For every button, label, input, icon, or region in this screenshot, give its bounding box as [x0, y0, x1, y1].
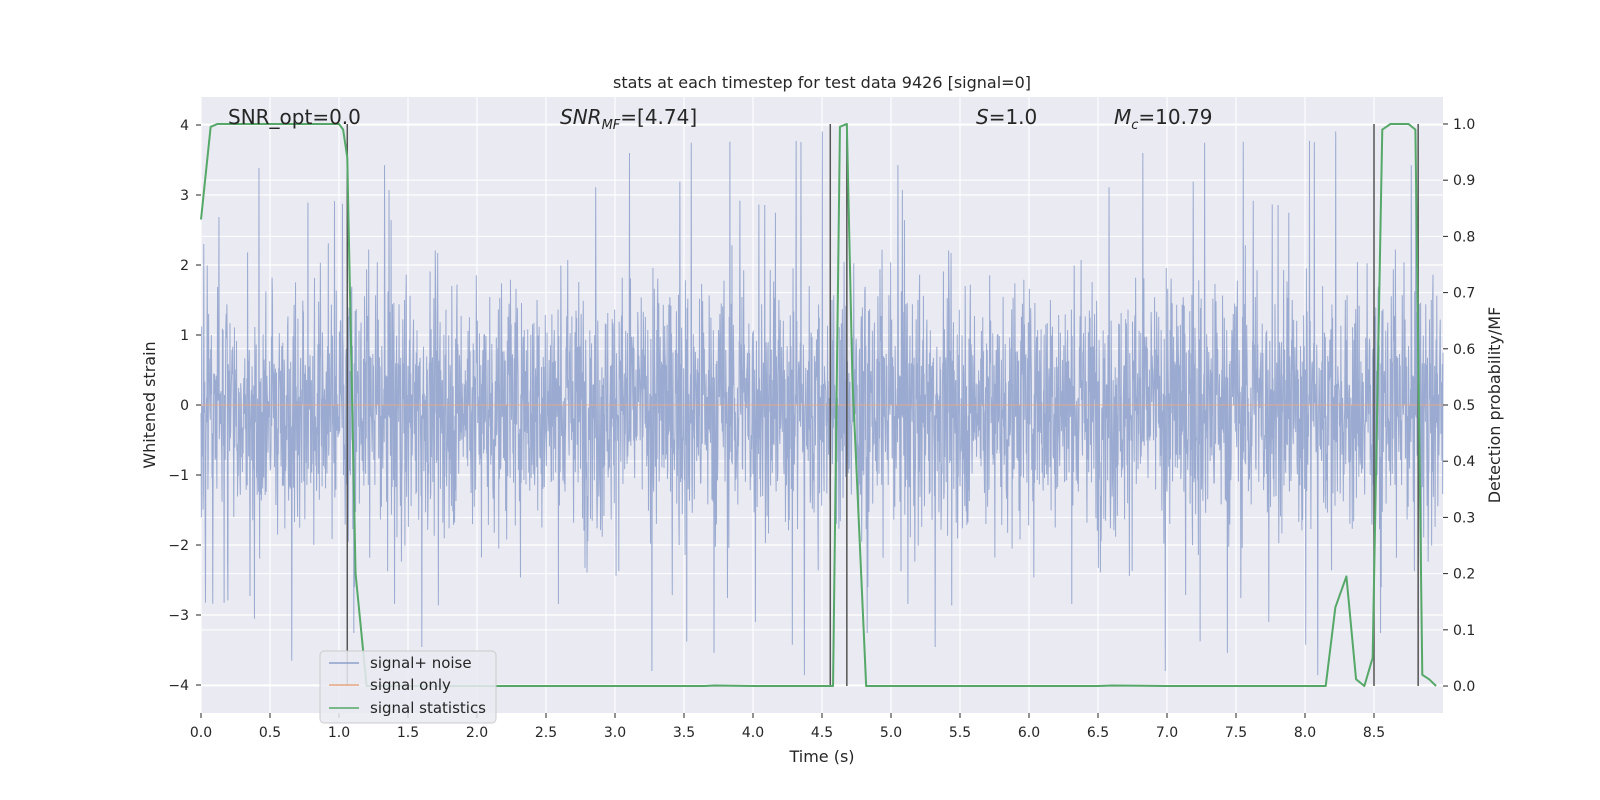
series-signal-statistics — [200, 122, 1437, 688]
y2-tick-label: 0.9 — [1453, 173, 1475, 189]
y-tick-label: −3 — [168, 608, 189, 624]
legend-box — [319, 650, 497, 724]
axes: 0.0 0.5 1.0 1.5 2.0 2.5 3.0 3.5 4.0 4.5 5.0 5.5 6.0 6… — [168, 117, 1475, 741]
y-axis-label: Whitened strain — [140, 341, 159, 468]
y-tick-label: −1 — [168, 468, 189, 484]
x-tick-label: 6.5 — [1087, 725, 1109, 741]
x-tick-label: 4.0 — [742, 725, 764, 741]
y2-tick-label: 0.5 — [1453, 398, 1475, 414]
y-tick-label: 4 — [180, 118, 189, 134]
y2-tick-label: 0.6 — [1453, 342, 1475, 358]
legend-label-signal-statistics: signal statistics — [370, 699, 486, 717]
s-symbol: S — [976, 105, 989, 129]
y-tick-label: 1 — [180, 328, 189, 344]
x-tick-label: 8.0 — [1294, 725, 1316, 741]
mc-value: =10.79 — [1138, 105, 1212, 129]
x-tick-label: 0.0 — [190, 725, 212, 741]
x-tick-label: 3.0 — [604, 725, 626, 741]
y-tick-label: −4 — [168, 678, 189, 694]
y2-tick-label: 0.8 — [1453, 229, 1475, 245]
x-tick-label: 5.5 — [949, 725, 971, 741]
y-tick-label: 3 — [180, 188, 189, 204]
y2-tick-label: 1.0 — [1453, 117, 1475, 133]
snr-mf-symbol: SNR — [560, 105, 602, 129]
x-tick-label: 2.5 — [535, 725, 557, 741]
y2-tick-label: 0.0 — [1453, 679, 1475, 695]
mc-annotation: Mc=10.79 — [1114, 105, 1212, 133]
x-tick-label: 7.0 — [1156, 725, 1178, 741]
x-tick-label: 7.5 — [1225, 725, 1247, 741]
legend: signal+ noise signal only signal statist… — [319, 650, 497, 724]
x-tick-label: 5.0 — [880, 725, 902, 741]
x-tick-label: 6.0 — [1018, 725, 1040, 741]
y2-tick-label: 0.3 — [1453, 510, 1475, 526]
plot-layer — [200, 122, 1444, 688]
y2-tick-label: 0.2 — [1453, 567, 1475, 583]
chart-title: stats at each timestep for test data 942… — [613, 73, 1031, 92]
x-tick-label: 1.0 — [328, 725, 350, 741]
x-tick-label: 8.5 — [1363, 725, 1385, 741]
x-tick-label: 4.5 — [811, 725, 833, 741]
x-tick-label: 0.5 — [259, 725, 281, 741]
x-tick-label: 2.0 — [466, 725, 488, 741]
x-tick-label: 1.5 — [397, 725, 419, 741]
y-tick-label: 0 — [180, 398, 189, 414]
legend-label-signal-noise: signal+ noise — [370, 654, 472, 672]
y2-axis-label: Detection probability/MF — [1485, 307, 1504, 504]
s-value: =1.0 — [989, 105, 1038, 129]
mc-symbol: M — [1114, 105, 1131, 129]
y2-tick-label: 0.1 — [1453, 623, 1475, 639]
snr-mf-annotation: SNRMF=[4.74] — [560, 105, 697, 133]
annotations: SNR_opt=0.0 SNRMF=[4.74] S=1.0 Mc=10.79 — [228, 105, 1212, 133]
legend-label-signal-only: signal only — [370, 676, 451, 694]
snr-opt-annotation: SNR_opt=0.0 — [228, 105, 361, 129]
snr-mf-value: =[4.74] — [620, 105, 697, 129]
s-annotation: S=1.0 — [976, 105, 1037, 129]
x-tick-label: 3.5 — [673, 725, 695, 741]
y-tick-label: 2 — [180, 258, 189, 274]
mc-subscript: c — [1131, 118, 1138, 133]
series-signal-noise — [200, 131, 1444, 676]
y2-tick-label: 0.7 — [1453, 286, 1475, 302]
y2-tick-label: 0.4 — [1453, 454, 1475, 470]
x-axis-label: Time (s) — [788, 747, 854, 766]
y-tick-label: −2 — [168, 538, 189, 554]
snr-mf-subscript: MF — [602, 118, 621, 133]
